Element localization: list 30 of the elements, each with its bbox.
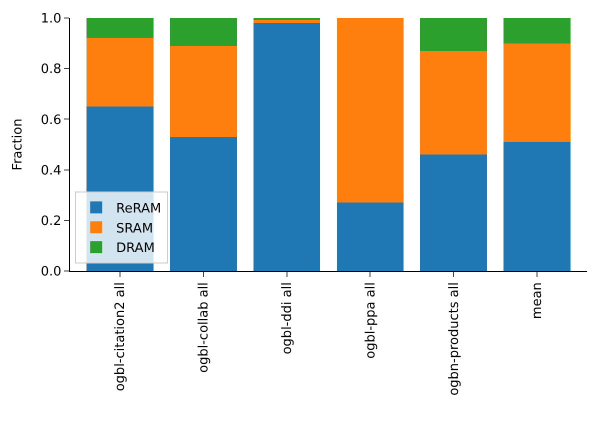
bar <box>420 50 487 155</box>
x-tick-label: ogbl-ddi all <box>280 282 296 354</box>
bar <box>504 142 570 271</box>
bar <box>170 18 237 46</box>
x-tick-label: ogbl-citation2 all <box>113 282 128 392</box>
x-tick-label: mean <box>530 282 546 320</box>
legend-label: SRAM <box>116 221 154 236</box>
bar <box>336 18 404 203</box>
bar <box>170 136 237 271</box>
bar <box>336 202 404 271</box>
bar <box>420 18 487 51</box>
y-tick-label: 0.8 <box>40 62 62 78</box>
legend-label: ReRAM <box>116 201 162 216</box>
y-tick-label: 0.6 <box>40 112 62 128</box>
x-tick-label: ogbl-ppa all <box>363 282 378 359</box>
bar <box>420 154 487 271</box>
bar <box>86 18 154 38</box>
y-tick-label: 0.4 <box>40 163 62 178</box>
bar <box>504 18 570 44</box>
y-tick-label: 0.0 <box>40 264 62 280</box>
legend-label: DRAM <box>116 241 155 256</box>
bar <box>504 43 570 142</box>
y-tick-label: 1.0 <box>40 12 62 27</box>
y-tick-label: 0.2 <box>40 214 62 229</box>
x-tick-label: ogbn-products all <box>446 282 462 396</box>
bar <box>170 46 237 137</box>
y-axis-title: Fraction <box>10 118 26 170</box>
bar <box>86 38 154 107</box>
x-tick-label: ogbl-collab all <box>196 282 212 373</box>
bar <box>253 23 320 271</box>
